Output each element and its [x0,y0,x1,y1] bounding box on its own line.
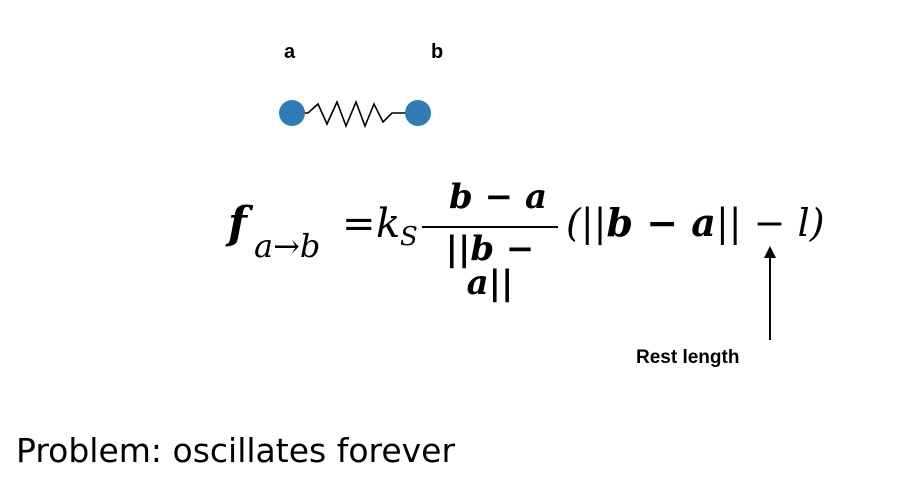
spring-zigzag [292,99,418,129]
rest-term-open: (|| [566,201,607,245]
rest-term-close: || − l) [715,201,825,245]
equals-sign: = [342,201,376,247]
force-symbol: f [228,198,247,249]
spring-graphic [279,99,431,129]
rest-term-vector: b − a [606,200,716,245]
rest-length-term: (||b − a|| − l) [566,201,825,245]
fraction-numerator: b − a [449,177,547,217]
stiffness-symbol: k [376,201,401,247]
node-a-label: a [284,41,296,63]
node-b-circle [405,100,431,126]
spring-force-formula: f a→b = k S b − a ||b − a|| (||b − a|| −… [228,177,828,300]
rest-length-label: Rest length [636,347,740,368]
force-subscript: a→b [254,227,321,265]
fraction-denominator: ||b − a|| [445,229,535,303]
stiffness-subscript: S [400,222,418,252]
problem-caption: Problem: oscillates forever [16,431,456,470]
node-b-label: b [431,41,444,63]
rest-length-arrow [764,246,776,340]
node-a-circle [279,100,305,126]
fraction-bar [422,226,558,228]
